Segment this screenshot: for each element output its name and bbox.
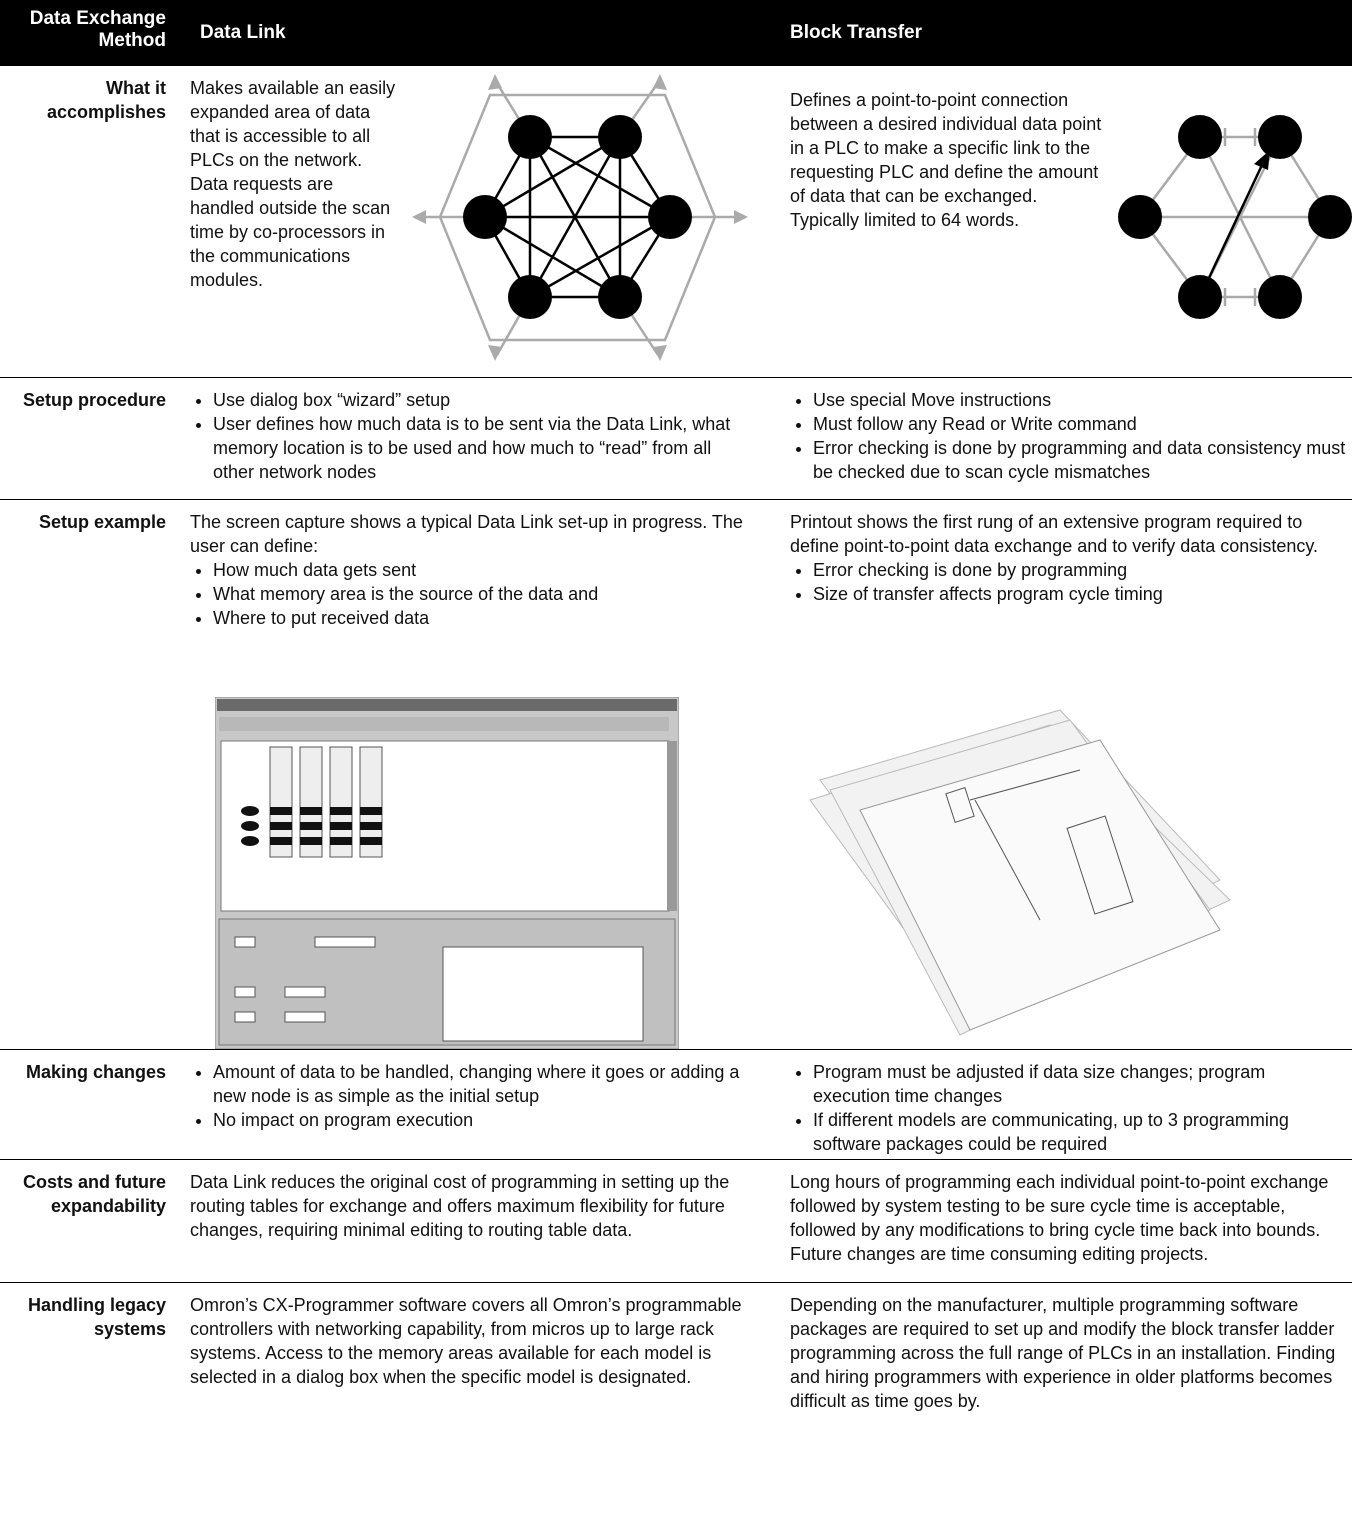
cell-text: Makes available an easily expanded area … xyxy=(190,78,396,290)
bullet-item: How much data gets sent xyxy=(213,558,750,582)
screen-capture xyxy=(215,697,679,1049)
table-row: Costs and future expandability Data Link … xyxy=(0,1160,1352,1283)
cell-block-transfer: Printout shows the first rung of an exte… xyxy=(790,510,1346,606)
bullet-item: No impact on program execution xyxy=(213,1108,750,1132)
row-label: Costs and future expandability xyxy=(22,1172,166,1216)
cell-text: Printout shows the first rung of an exte… xyxy=(790,512,1319,556)
cell-block-transfer: Program must be adjusted if data size ch… xyxy=(790,1060,1346,1156)
header: Data Exchange Method Data Link Block Tra… xyxy=(0,0,1352,66)
table-row: What it accomplishes Makes available an e… xyxy=(0,66,1352,378)
bullet-item: Use special Move instructions xyxy=(813,388,1346,412)
bullet-list: Program must be adjusted if data size ch… xyxy=(790,1060,1346,1156)
cell-block-transfer: Use special Move instructionsMust follow… xyxy=(790,388,1346,484)
cell-text: The screen capture shows a typical Data … xyxy=(190,512,743,556)
cell-text: Long hours of programming each individua… xyxy=(790,1172,1329,1264)
table-row: Making changes Amount of data to be handl… xyxy=(0,1050,1352,1160)
header-method: Data Exchange Method xyxy=(29,8,166,51)
row-label: Setup example xyxy=(38,512,166,532)
cell-block-transfer: Long hours of programming each individua… xyxy=(790,1170,1346,1266)
cell-data-link: Amount of data to be handled, changing w… xyxy=(190,1060,750,1132)
row-label: What it accomplishes xyxy=(46,78,166,122)
bullet-item: Size of transfer affects program cycle t… xyxy=(813,582,1346,606)
bullet-item: Program must be adjusted if data size ch… xyxy=(813,1060,1346,1108)
cell-data-link: Use dialog box “wizard” setupUser define… xyxy=(190,388,750,484)
data-link-diagram xyxy=(412,74,748,361)
table-row: Setup procedure Use dialog box “wizard” s… xyxy=(0,378,1352,500)
cell-block-transfer: Defines a point-to-point connection betw… xyxy=(790,88,1110,232)
bullet-list: Error checking is done by programmingSiz… xyxy=(790,558,1346,606)
cell-data-link: Data Link reduces the original cost of p… xyxy=(190,1170,750,1242)
bullet-item: If different models are communicating, u… xyxy=(813,1108,1346,1156)
cell-block-transfer: Depending on the manufacturer, multiple … xyxy=(790,1293,1346,1413)
bullet-item: Error checking is done by programming an… xyxy=(813,436,1346,484)
header-block-transfer: Block Transfer xyxy=(790,22,922,43)
cell-data-link: Makes available an easily expanded area … xyxy=(190,76,400,292)
printout-image xyxy=(809,709,1231,1036)
row-label: Handling legacy systems xyxy=(27,1295,166,1339)
bullet-item: Where to put received data xyxy=(213,606,750,630)
bullet-list: Use special Move instructionsMust follow… xyxy=(790,388,1346,484)
bullet-item: Use dialog box “wizard” setup xyxy=(213,388,750,412)
bullet-item: Amount of data to be handled, changing w… xyxy=(213,1060,750,1108)
cell-text: Omron’s CX-Programmer software covers al… xyxy=(190,1295,742,1387)
table-row: Handling legacy systems Omron’s CX-Progra… xyxy=(0,1283,1352,1517)
row-label: Setup procedure xyxy=(22,390,166,410)
bullet-list: Amount of data to be handled, changing w… xyxy=(190,1060,750,1132)
cell-text: Data Link reduces the original cost of p… xyxy=(190,1172,730,1240)
cell-text: Depending on the manufacturer, multiple … xyxy=(790,1295,1336,1411)
cell-text: Defines a point-to-point connection betw… xyxy=(790,90,1102,230)
bullet-item: User defines how much data is to be sent… xyxy=(213,412,750,484)
cell-data-link: The screen capture shows a typical Data … xyxy=(190,510,750,630)
bullet-item: Error checking is done by programming xyxy=(813,558,1346,582)
bullet-list: How much data gets sentWhat memory area … xyxy=(190,558,750,630)
bullet-list: Use dialog box “wizard” setupUser define… xyxy=(190,388,750,484)
cell-data-link: Omron’s CX-Programmer software covers al… xyxy=(190,1293,750,1389)
bullet-item: What memory area is the source of the da… xyxy=(213,582,750,606)
table-row: Setup example The screen capture shows a … xyxy=(0,500,1352,1050)
row-label: Making changes xyxy=(25,1062,166,1082)
bullet-item: Must follow any Read or Write command xyxy=(813,412,1346,436)
block-transfer-diagram xyxy=(1118,115,1352,319)
header-data-link: Data Link xyxy=(200,22,286,43)
